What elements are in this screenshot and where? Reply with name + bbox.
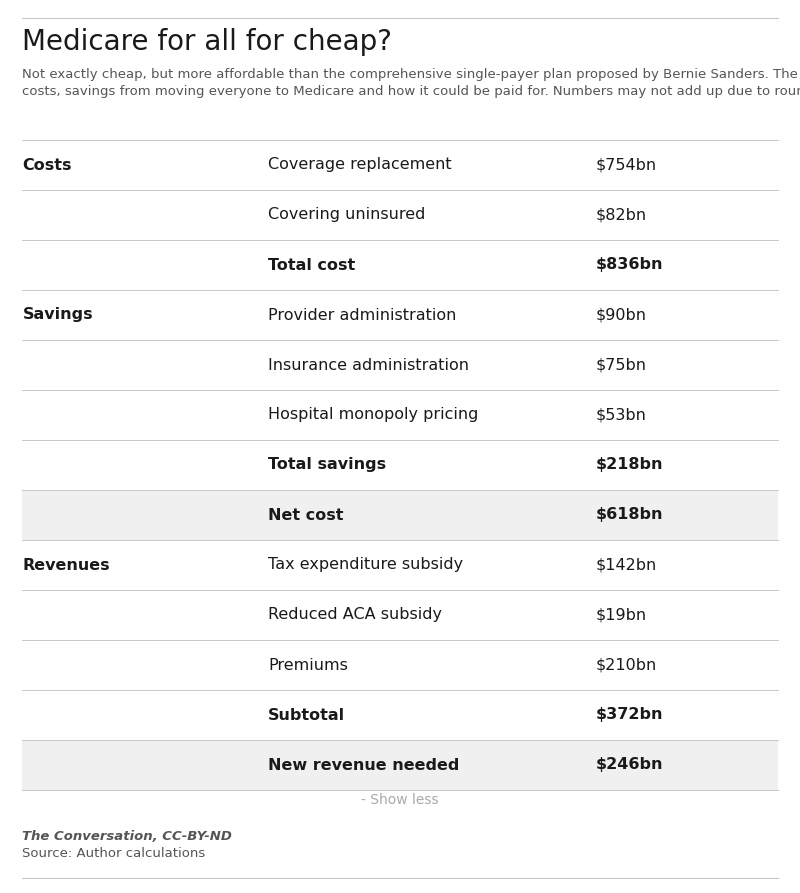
Text: Premiums: Premiums [268,657,348,672]
Text: $372bn: $372bn [596,707,663,722]
Text: Net cost: Net cost [268,507,343,522]
Text: $754bn: $754bn [596,157,657,172]
Text: - Show less: - Show less [361,793,439,807]
Text: Not exactly cheap, but more affordable than the comprehensive single-payer plan : Not exactly cheap, but more affordable t… [22,68,800,98]
Text: Medicare for all for cheap?: Medicare for all for cheap? [22,28,392,56]
Text: Tax expenditure subsidy: Tax expenditure subsidy [268,557,463,572]
Text: $75bn: $75bn [596,357,647,372]
Text: $210bn: $210bn [596,657,658,672]
Text: Costs: Costs [22,157,72,172]
Text: $90bn: $90bn [596,307,647,322]
Text: $218bn: $218bn [596,457,663,472]
Text: $618bn: $618bn [596,507,663,522]
Text: Total savings: Total savings [268,457,386,472]
Text: $53bn: $53bn [596,407,647,422]
Text: The Conversation, CC-BY-ND: The Conversation, CC-BY-ND [22,830,232,843]
Text: Total cost: Total cost [268,257,355,272]
Text: Covering uninsured: Covering uninsured [268,207,426,222]
Text: Reduced ACA subsidy: Reduced ACA subsidy [268,607,442,622]
Text: Provider administration: Provider administration [268,307,456,322]
Text: $246bn: $246bn [596,757,663,772]
Text: $19bn: $19bn [596,607,647,622]
Bar [22,490,778,540]
Text: $142bn: $142bn [596,557,658,572]
Bar [22,740,778,790]
Text: Savings: Savings [22,307,93,322]
Text: New revenue needed: New revenue needed [268,757,459,772]
Text: Source: Author calculations: Source: Author calculations [22,847,206,860]
Text: $836bn: $836bn [596,257,663,272]
Text: Coverage replacement: Coverage replacement [268,157,452,172]
Text: Hospital monopoly pricing: Hospital monopoly pricing [268,407,478,422]
Text: $82bn: $82bn [596,207,647,222]
Text: Revenues: Revenues [22,557,110,572]
Text: Subtotal: Subtotal [268,707,345,722]
Text: Insurance administration: Insurance administration [268,357,469,372]
